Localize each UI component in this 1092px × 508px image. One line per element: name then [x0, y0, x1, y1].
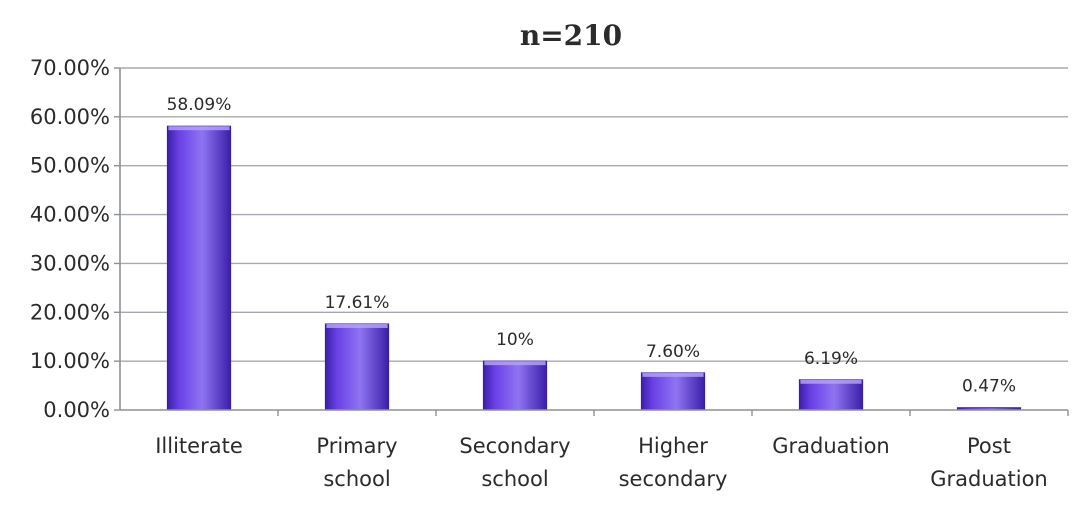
data-label: 58.09% — [167, 95, 232, 115]
x-tick-label-line: school — [323, 467, 390, 491]
bar — [166, 125, 232, 411]
y-tick-label: 0.00% — [43, 398, 110, 422]
bar-top-highlight — [800, 379, 862, 384]
x-tick-label: Secondary school — [459, 434, 570, 491]
bar-group: 17.61% — [324, 293, 390, 411]
y-axis: 0.00% 10.00% 20.00% 30.00% 40.00% 50.00% 60.00… — [30, 56, 121, 422]
bar-top-highlight — [168, 126, 230, 131]
x-tick-label-line: Graduation — [930, 467, 1048, 491]
data-label: 17.61% — [325, 293, 390, 313]
y-tick-label: 40.00% — [30, 203, 110, 227]
bar-group: 0.47% — [956, 377, 1022, 411]
bar — [324, 323, 390, 411]
x-tick-label-line: Illiterate — [155, 434, 243, 458]
x-tick-label-line: Graduation — [772, 434, 890, 458]
x-tick-label: Illiterate — [155, 434, 243, 458]
y-tick-label: 60.00% — [30, 105, 110, 129]
gridlines — [120, 67, 1068, 362]
bar-top-highlight — [484, 361, 546, 366]
y-tick-label: 30.00% — [30, 251, 110, 275]
data-label: 7.60% — [646, 342, 700, 362]
y-tick-label: 20.00% — [30, 300, 110, 324]
data-label: 0.47% — [962, 377, 1016, 397]
data-label: 6.19% — [804, 349, 858, 369]
y-tick-label: 70.00% — [30, 56, 110, 80]
x-tick-label-line: school — [481, 467, 548, 491]
x-tick-label: Higher secondary — [619, 434, 728, 491]
x-tick-label-line: Secondary — [459, 434, 570, 458]
x-tick-label-line: Primary — [316, 434, 397, 458]
bar-top-highlight — [642, 372, 704, 377]
x-axis: Illiterate Primary school Secondary school Hi… — [120, 409, 1069, 491]
y-tick-label: 10.00% — [30, 349, 110, 373]
x-tick-label-line: Higher — [638, 434, 708, 458]
x-tick-label: Post Graduation — [930, 434, 1048, 491]
bar — [798, 379, 864, 411]
x-tick-label-line: secondary — [619, 467, 728, 491]
x-tick-label: Graduation — [772, 434, 890, 458]
bar — [482, 360, 548, 411]
chart-title: n=210 — [520, 19, 622, 52]
bar-group: 7.60% — [640, 342, 706, 411]
data-label: 10% — [496, 330, 534, 350]
x-tick-label-line: Post — [967, 434, 1011, 458]
y-tick-label: 50.00% — [30, 154, 110, 178]
bar-group: 6.19% — [798, 349, 864, 411]
bar — [640, 372, 706, 411]
bar-top-highlight — [326, 323, 388, 328]
x-tick-label: Primary school — [316, 434, 397, 491]
bars: 58.09% 17.61% 10% 7.60% 6.19% 0.47% — [166, 95, 1022, 411]
bar-group: 10% — [482, 330, 548, 411]
bar-group: 58.09% — [166, 95, 232, 411]
